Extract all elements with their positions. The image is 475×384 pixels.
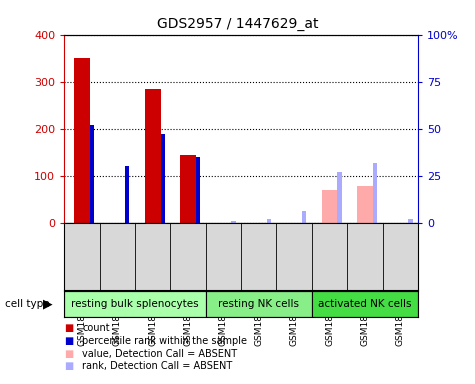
Bar [206, 291, 312, 317]
Bar [267, 219, 271, 223]
Text: ■: ■ [64, 361, 73, 371]
Bar [74, 58, 90, 223]
Bar [373, 162, 377, 223]
Text: activated NK cells: activated NK cells [318, 299, 412, 309]
Text: ■: ■ [64, 323, 73, 333]
Text: ▶: ▶ [43, 297, 52, 310]
Bar [267, 219, 271, 223]
Bar [161, 134, 165, 223]
Bar [312, 291, 418, 317]
Bar [125, 166, 129, 223]
Bar [231, 221, 236, 223]
Text: ■: ■ [64, 349, 73, 359]
Bar [90, 125, 94, 223]
Bar [231, 221, 236, 223]
Text: resting NK cells: resting NK cells [218, 299, 299, 309]
Bar [196, 157, 200, 223]
Bar [144, 89, 161, 223]
Text: ■: ■ [64, 336, 73, 346]
Bar [408, 219, 412, 223]
Text: rank, Detection Call = ABSENT: rank, Detection Call = ABSENT [82, 361, 232, 371]
Text: percentile rank within the sample: percentile rank within the sample [82, 336, 247, 346]
Bar [64, 291, 206, 317]
Bar [302, 212, 306, 223]
Text: value, Detection Call = ABSENT: value, Detection Call = ABSENT [82, 349, 238, 359]
Text: count: count [82, 323, 110, 333]
Bar [322, 190, 338, 223]
Bar [180, 154, 196, 223]
Text: cell type: cell type [5, 299, 49, 309]
Bar [357, 186, 373, 223]
Bar [338, 172, 342, 223]
Text: resting bulk splenocytes: resting bulk splenocytes [71, 299, 199, 309]
Bar [302, 217, 306, 223]
Text: GDS2957 / 1447629_at: GDS2957 / 1447629_at [157, 17, 318, 31]
